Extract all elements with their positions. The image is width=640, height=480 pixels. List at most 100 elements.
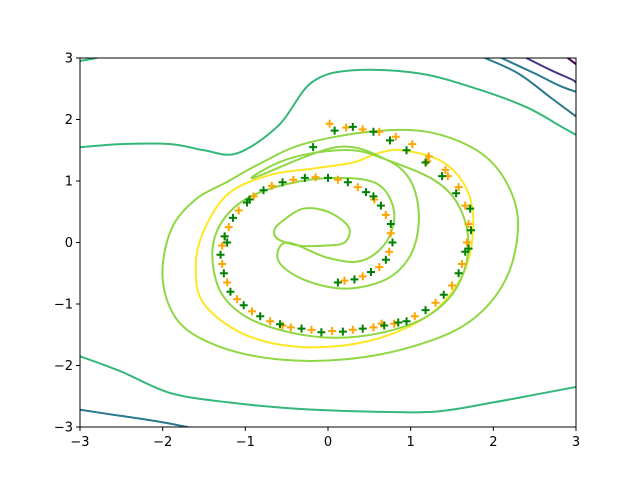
contour-line-10: [525, 58, 576, 84]
scatter-point-s1-34: [362, 188, 371, 197]
scatter-point-s0-17: [369, 323, 378, 332]
scatter-point-s0-25: [223, 278, 232, 287]
scatter-point-s0-26: [218, 260, 227, 269]
contour-layer: [80, 58, 576, 427]
scatter-point-s0-27: [218, 241, 227, 250]
scatter-point-s1-11: [454, 269, 463, 278]
scatter-point-s1-24: [219, 269, 228, 278]
scatter-point-s0-23: [247, 307, 256, 316]
scatter-point-s0-10: [464, 220, 473, 229]
plot-frame: [79, 57, 577, 428]
scatter-point-s1-22: [239, 301, 248, 310]
scatter-point-s0-41: [358, 272, 367, 281]
scatter-point-s1-6: [438, 172, 447, 181]
contour-line-6: [80, 58, 98, 63]
scatter-point-s0-28: [224, 223, 233, 232]
scatter-point-s1-15: [380, 321, 389, 330]
scatter-point-s1-42: [309, 143, 318, 152]
x-tick-label: 1: [407, 435, 415, 450]
scatter-point-s1-46: [223, 238, 232, 247]
y-tick-label: −2: [54, 359, 73, 374]
x-tick-label: 0: [324, 435, 332, 450]
y-tick-label: −3: [54, 421, 73, 436]
contour-line-8: [484, 58, 576, 118]
scatter-point-s1-40: [350, 275, 359, 284]
scatter-point-s1-31: [300, 173, 309, 182]
scatter-point-s0-7: [441, 165, 450, 174]
x-tick-label: 2: [489, 435, 497, 450]
scatter-point-s1-12: [439, 290, 448, 299]
scatter-point-s0-16: [390, 319, 399, 328]
scatter-point-s0-30: [249, 192, 258, 201]
scatter-point-s0-13: [448, 281, 456, 290]
scatter-point-s0-9: [461, 201, 470, 210]
y-tick-label: 2: [65, 113, 73, 128]
contour-line-11: [566, 58, 576, 66]
scatter-point-s0-22: [266, 317, 275, 326]
x-tick-label: −1: [236, 435, 255, 450]
scatter-point-s1-30: [278, 178, 287, 187]
scatter-point-s0-4: [391, 132, 400, 141]
scatter-point-s1-38: [381, 255, 390, 264]
contour-line-2: [211, 145, 470, 339]
scatter-point-s0-40: [375, 263, 384, 272]
y-tick-label: 1: [65, 175, 73, 190]
y-tick-label: 0: [65, 236, 73, 251]
scatter-point-s1-0: [330, 126, 339, 135]
scatter-point-s1-13: [421, 306, 430, 315]
scatter-point-s1-7: [452, 189, 461, 198]
x-axis-ticks: −3 −2 −1 0 1 2 3: [70, 427, 580, 450]
scatter-point-s1-37: [388, 238, 397, 247]
x-tick-label: 3: [572, 435, 580, 450]
scatter-point-s0-33: [311, 173, 320, 182]
scatter-point-s0-5: [408, 140, 417, 149]
scatter-point-s1-44: [394, 318, 403, 327]
scatter-point-s0-18: [348, 325, 357, 334]
scatter-point-s1-43: [464, 244, 473, 253]
scatter-point-s0-14: [431, 298, 440, 307]
scatter-point-s0-37: [381, 210, 390, 219]
scatter-point-s1-4: [402, 146, 411, 155]
contour-line-3: [273, 207, 351, 248]
contour-line-0: [194, 148, 475, 349]
scatter-point-s0-2: [358, 125, 367, 134]
scatter-point-s1-35: [376, 201, 385, 210]
contour-line-7: [80, 408, 189, 427]
scatter-point-s1-26: [220, 232, 229, 241]
scatter-point-s1-17: [338, 327, 347, 336]
contour-line-9: [500, 58, 576, 93]
scatter-point-s1-21: [256, 312, 265, 321]
scatter-point-s1-19: [297, 324, 306, 333]
scatter-point-s1-33: [343, 178, 352, 187]
scatter-point-s0-11: [462, 238, 471, 247]
y-tick-label: 3: [65, 52, 73, 67]
scatter-point-s1-45: [245, 195, 254, 204]
scatter-point-s1-23: [226, 287, 235, 296]
scatter-point-s0-39: [385, 247, 394, 256]
scatter-point-s0-43: [423, 157, 432, 166]
scatter-point-s1-16: [358, 324, 367, 333]
y-tick-label: −1: [54, 298, 73, 313]
scatter-point-s1-20: [276, 320, 285, 329]
scatter-point-s0-42: [340, 276, 349, 285]
scatter-point-s0-8: [454, 183, 463, 192]
scatter-point-s1-29: [259, 186, 268, 195]
scatter-point-s0-6: [424, 152, 433, 161]
scatter-point-s1-14: [402, 317, 411, 326]
y-axis-ticks: −3 −2 −1 0 1 2 3: [54, 52, 80, 436]
scatter-point-s1-25: [216, 250, 225, 259]
scatter-point-s0-21: [286, 323, 295, 332]
scatter-point-s0-31: [267, 181, 276, 190]
scatter-point-s0-35: [353, 183, 362, 192]
marker-layer: [216, 119, 476, 337]
scatter-point-s0-38: [386, 229, 395, 238]
scatter-point-s1-36: [386, 220, 395, 229]
scatter-point-s0-20: [307, 325, 316, 334]
scatter-point-s1-41: [333, 278, 342, 287]
scatter-point-s1-2: [369, 127, 378, 136]
scatter-point-s0-32: [289, 175, 298, 184]
scatter-point-s1-1: [348, 122, 357, 131]
contour-line-4: [80, 68, 576, 156]
scatter-point-s0-15: [410, 312, 419, 321]
